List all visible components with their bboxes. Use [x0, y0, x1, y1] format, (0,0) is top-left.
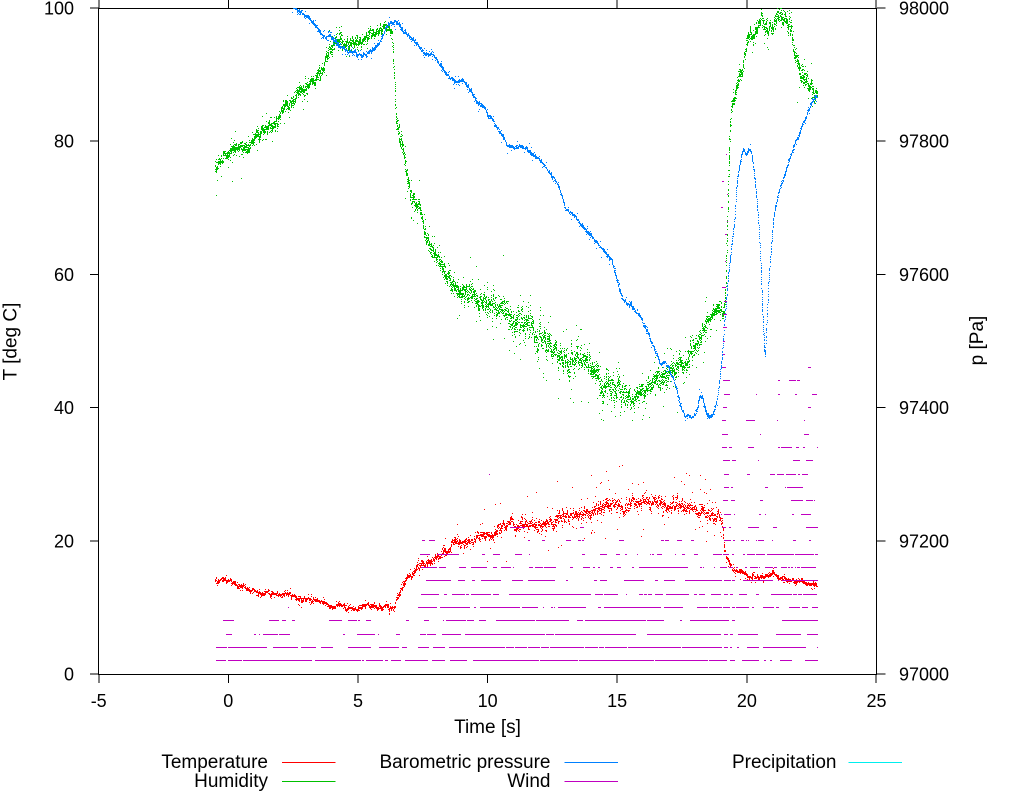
- svg-text:15: 15: [607, 691, 627, 711]
- svg-text:0: 0: [64, 665, 74, 685]
- svg-text:97000: 97000: [899, 665, 949, 685]
- svg-text:Temperature: Temperature: [161, 752, 268, 773]
- svg-text:5: 5: [353, 691, 363, 711]
- svg-text:80: 80: [54, 132, 74, 152]
- svg-text:40: 40: [54, 398, 74, 418]
- svg-text:20: 20: [737, 691, 757, 711]
- svg-text:97200: 97200: [899, 531, 949, 551]
- svg-text:T [deg C]: T [deg C]: [1, 303, 22, 381]
- svg-text:-5: -5: [91, 691, 107, 711]
- svg-text:Barometric pressure: Barometric pressure: [379, 752, 550, 773]
- svg-text:Time [s]: Time [s]: [454, 717, 521, 738]
- svg-text:20: 20: [54, 531, 74, 551]
- svg-text:60: 60: [54, 265, 74, 285]
- svg-text:p [Pa]: p [Pa]: [967, 316, 988, 366]
- svg-text:100: 100: [44, 0, 74, 19]
- svg-text:97600: 97600: [899, 265, 949, 285]
- svg-text:98000: 98000: [899, 0, 949, 19]
- svg-text:0: 0: [223, 691, 233, 711]
- svg-text:Precipitation: Precipitation: [732, 752, 837, 773]
- svg-text:25: 25: [866, 691, 886, 711]
- svg-text:97400: 97400: [899, 398, 949, 418]
- svg-text:Humidity: Humidity: [194, 771, 268, 792]
- svg-text:97800: 97800: [899, 132, 949, 152]
- svg-text:Wind: Wind: [507, 771, 550, 792]
- svg-text:10: 10: [478, 691, 498, 711]
